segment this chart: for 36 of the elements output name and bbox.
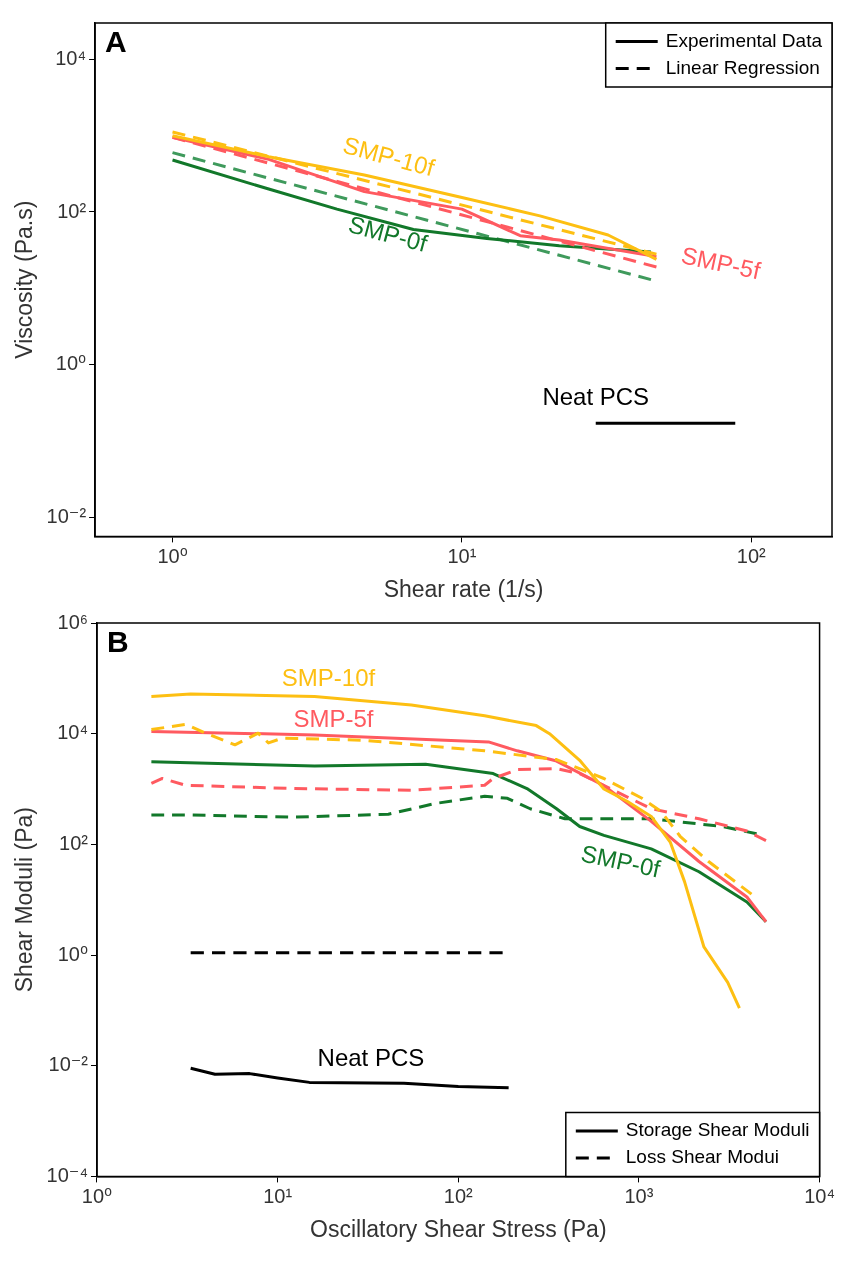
x-tick-label: 10⁰ — [157, 544, 188, 567]
y-tick-label: 10⁰ — [57, 942, 88, 965]
y-axis-title: Shear Moduli (Pa) — [11, 807, 38, 993]
series-label: SMP-5f — [293, 704, 374, 732]
text: SMP-10f — [340, 131, 438, 182]
x-tick-label: 10¹ — [447, 544, 477, 567]
series-label: SMP-10f — [281, 664, 376, 692]
x-tick-label: 10² — [736, 544, 767, 567]
y-tick-label: 10⁻⁴ — [46, 1163, 88, 1186]
legend-label: Loss Shear Modui — [625, 1146, 779, 1168]
x-tick-label: 10² — [443, 1184, 474, 1207]
legend-label: Storage Shear Moduli — [625, 1119, 810, 1141]
series-label: Neat PCS — [317, 1043, 425, 1071]
x-axis-title: Shear rate (1/s) — [383, 575, 544, 602]
x-tick-label: 10¹ — [263, 1184, 293, 1207]
text: SMP-0f — [345, 210, 431, 258]
y-tick-label: 10² — [57, 199, 87, 222]
legend-label: Experimental Data — [665, 29, 823, 51]
text: SMP-0f — [578, 839, 663, 883]
x-tick-label: 10⁴ — [804, 1184, 835, 1207]
text: SMP-5f — [678, 241, 764, 285]
annotation: A — [105, 25, 127, 59]
y-tick-label: 10⁴ — [57, 721, 88, 744]
y-tick-label: 10⁶ — [57, 610, 88, 633]
y-tick-label: 10⁰ — [55, 352, 87, 375]
x-tick-label: 10⁰ — [81, 1184, 113, 1207]
y-tick-label: 10⁻² — [46, 504, 87, 527]
legend-label: Linear Regression — [665, 56, 820, 78]
y-tick-label: 10² — [59, 831, 89, 854]
y-axis-title: Viscosity (Pa.s) — [11, 200, 38, 359]
series-label: Neat PCS — [542, 382, 650, 410]
x-tick-label: 10³ — [624, 1184, 654, 1207]
annotation: B — [107, 625, 129, 659]
y-tick-label: 10⁴ — [55, 46, 87, 69]
x-axis-title: Oscillatory Shear Stress (Pa) — [310, 1215, 607, 1242]
y-tick-label: 10⁻² — [48, 1053, 89, 1076]
